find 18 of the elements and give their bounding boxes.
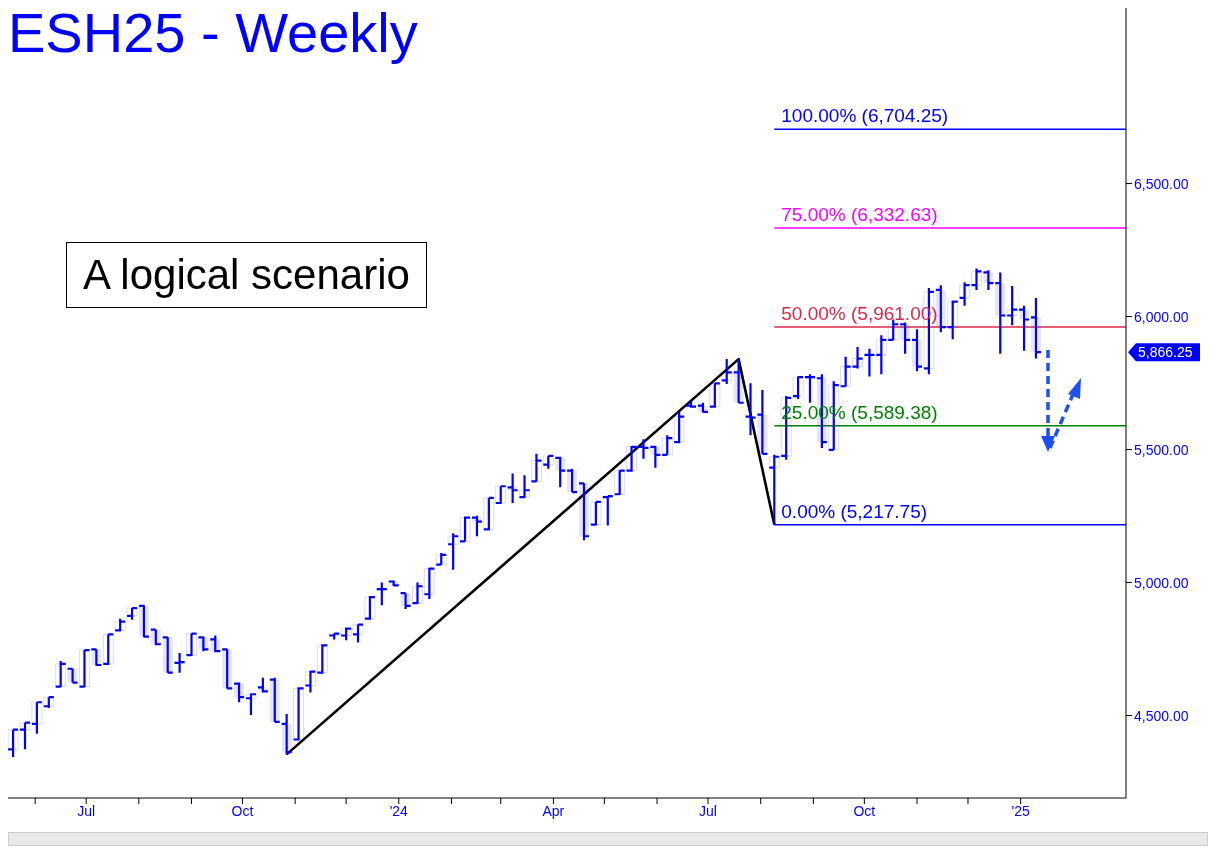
y-tick-label: 5,500.00: [1134, 441, 1189, 458]
ref-line-label: 75.00% (6,332.63): [781, 204, 938, 226]
ref-line-label: 100.00% (6,704.25): [781, 105, 949, 127]
annotation: A logical scenario: [66, 242, 427, 308]
y-tick-label: 6,000.00: [1134, 308, 1189, 325]
x-tick-label: Jul: [77, 802, 96, 819]
x-tick-label: Jul: [699, 802, 717, 819]
x-tick-label: Oct: [853, 802, 876, 819]
chart-title: ESH25 - Weekly: [8, 0, 418, 65]
x-tick-label: '25: [1011, 802, 1030, 819]
ref-line-label: 0.00% (5,217.75): [781, 500, 928, 522]
y-tick-label: 5,000.00: [1134, 574, 1189, 591]
text: 5,866.25: [1138, 344, 1193, 361]
y-tick-label: 4,500.00: [1134, 707, 1189, 724]
x-tick-label: Oct: [231, 802, 254, 819]
x-tick-label: Apr: [542, 802, 565, 819]
x-tick-label: '24: [389, 802, 409, 819]
y-tick-label: 6,500.00: [1134, 175, 1189, 192]
